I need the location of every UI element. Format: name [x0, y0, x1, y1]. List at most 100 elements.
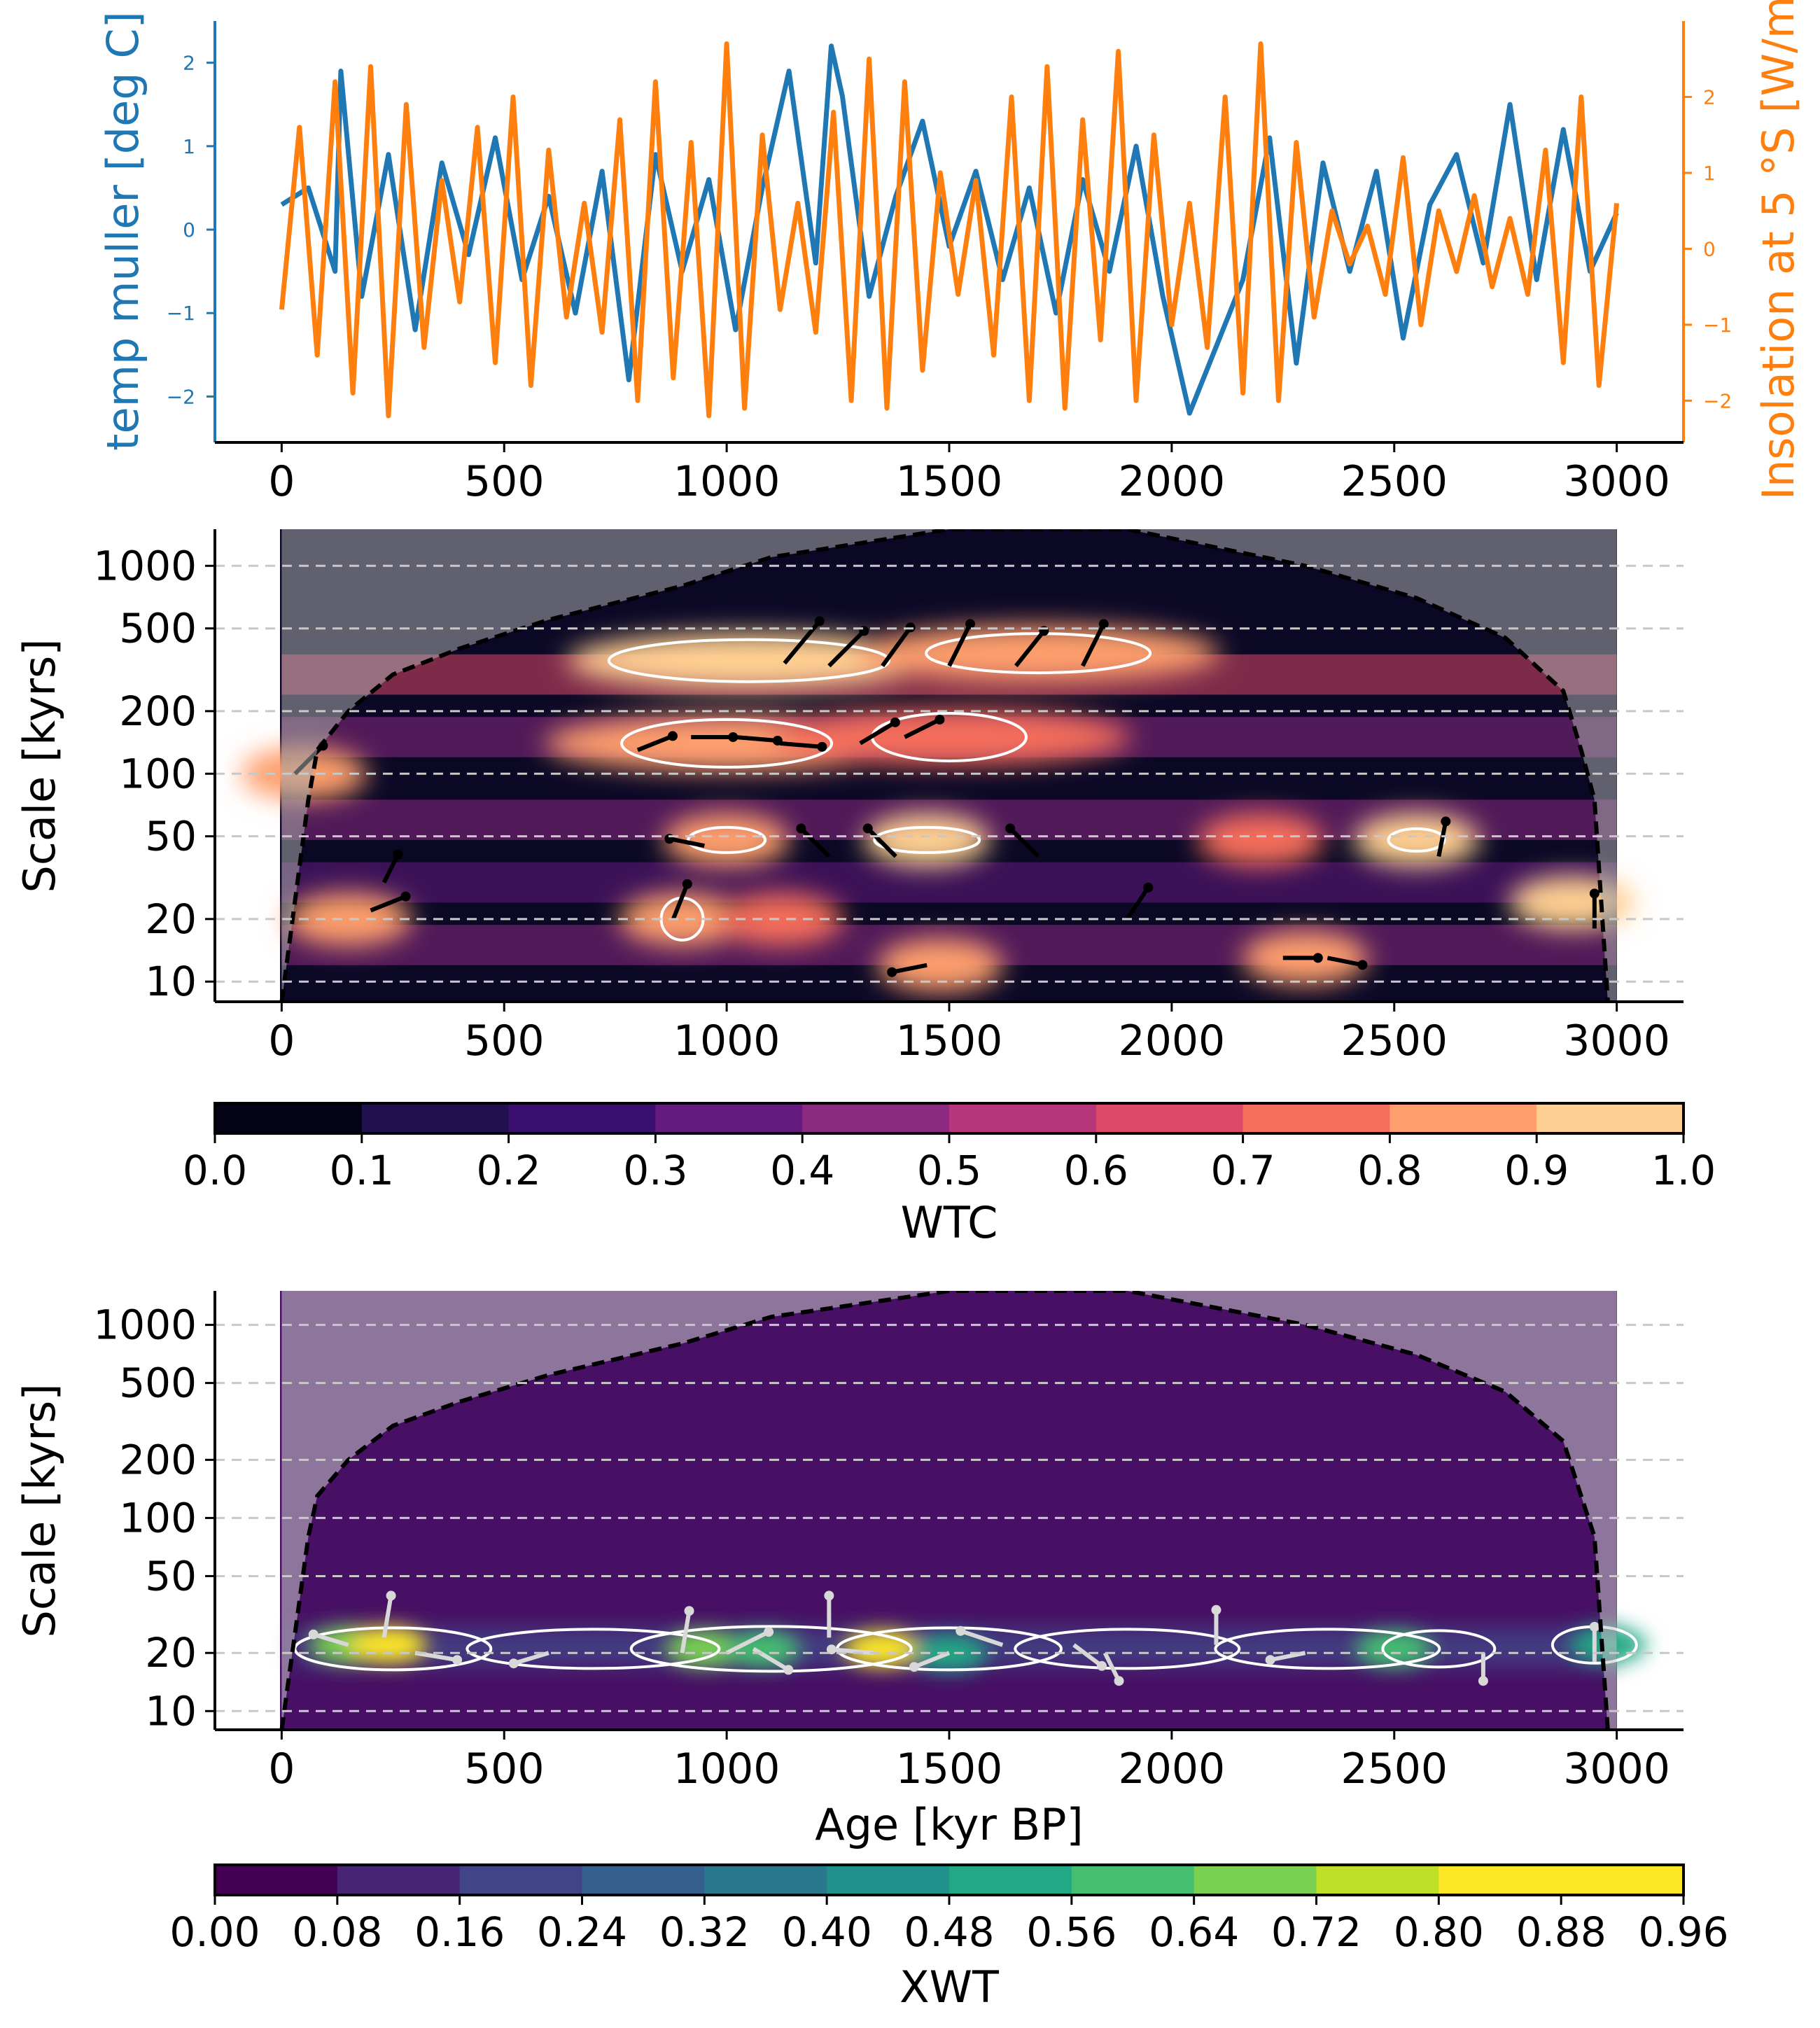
insolation-tick-label: −2: [1703, 389, 1732, 412]
xwt-contour: [629, 1625, 913, 1673]
xwt-y-tick-label: 50: [145, 1552, 197, 1600]
wtc-band: [281, 862, 1617, 903]
wtc-colorbar-label: WTC: [901, 1197, 998, 1248]
wtc-phase-arrow-head: [728, 732, 738, 742]
wtc-phase-arrow: [780, 741, 822, 749]
xwt-cone-of-influence: [279, 1291, 1610, 1730]
xwt-colorbar-tick-label: 0.64: [1149, 1908, 1239, 1956]
xwt-phase-arrow: [414, 1651, 458, 1663]
xwt-colorbar-swatch: [704, 1865, 828, 1895]
xwt-y-tick-label: 100: [119, 1494, 197, 1541]
wtc-phase-arrow: [891, 963, 927, 974]
wtc-hotspot: [877, 938, 1004, 992]
wtc-x-ticks: 0 500 1000 1500 2000 2500 3000: [268, 1002, 1670, 1065]
timeseries-x-tick-label: 3000: [1563, 457, 1670, 506]
xwt-phase-arrow-head: [824, 1590, 834, 1601]
wtc-contour: [687, 825, 767, 854]
xwt-colorbar-swatch: [827, 1865, 950, 1895]
xwt-phase-arrow: [1102, 1651, 1121, 1682]
wtc-phase-arrow-head: [1441, 816, 1451, 827]
wtc-y-tick-label: 100: [119, 750, 197, 797]
xwt-colorbar-tick-label: 0.48: [904, 1908, 994, 1956]
wtc-phase-arrow-head: [965, 619, 975, 629]
xwt-contour: [465, 1628, 721, 1670]
xwt-phase-arrow-head: [452, 1655, 463, 1665]
wtc-phase-arrow-head: [1589, 888, 1600, 899]
wtc-phase-arrow: [827, 629, 866, 668]
xwt-phase-arrow-head: [764, 1627, 774, 1637]
wtc-colorbar-swatch: [655, 1103, 804, 1133]
timeseries-x-tick-label: 1500: [896, 457, 1003, 506]
wtc-y-tick-label: 1000: [93, 542, 197, 589]
wtc-hotspot: [566, 632, 931, 689]
xwt-contour: [1014, 1628, 1241, 1670]
wtc-contour: [925, 632, 1152, 675]
wtc-x-tick-label: 500: [464, 1016, 545, 1065]
wtc-phase-arrow-head: [814, 616, 825, 627]
xwt-phase-arrow: [382, 1595, 393, 1638]
wtc-phase-arrow-head: [1143, 882, 1154, 893]
wtc-colorbar-tick-label: 0.6: [1064, 1147, 1128, 1194]
xwt-y-gridlines: [215, 1324, 1684, 1712]
timeseries-x-tick-label: 2000: [1119, 457, 1226, 506]
wtc-phase-arrow: [370, 894, 407, 913]
xwt-colorbar-swatch: [582, 1865, 706, 1895]
wtc-phase-arrow: [1009, 827, 1040, 858]
wtc-phase-arrow-head: [817, 741, 827, 752]
xwt-colorbar-swatch: [1194, 1865, 1317, 1895]
wtc-x-tick-label: 2000: [1119, 1016, 1226, 1065]
wtc-x-tick-label: 2500: [1340, 1016, 1448, 1065]
wtc-colorbar: 0.0 0.1 0.2 0.3 0.4 0.5 0.6 0.7 0.8 0.9 1.0 WTC: [183, 1102, 1716, 1248]
insolation-tick-label: 1: [1703, 162, 1716, 185]
wtc-phase-arrow: [636, 734, 674, 753]
xwt-hotspot: [723, 1630, 801, 1667]
xwt-x-tick-label: 500: [464, 1744, 545, 1793]
xwt-cone-of-influence-shade: [281, 1291, 1617, 1730]
insolation-tick-label: 0: [1703, 237, 1716, 260]
wtc-phase-arrow: [947, 622, 972, 667]
timeseries-x-tick-label: 1000: [673, 457, 780, 506]
xwt-phase-arrow: [1072, 1643, 1103, 1668]
wtc-y-tick-label: 500: [119, 605, 197, 652]
wtc-colorbar-swatch: [361, 1103, 510, 1133]
wtc-phase-arrow-head: [1357, 960, 1368, 970]
wtc-phase-arrow: [735, 734, 778, 743]
timeseries-x-ticks: 0 500 1000 1500 2000 2500 3000: [268, 442, 1670, 506]
xwt-phase-arrow-head: [783, 1665, 794, 1675]
wtc-colorbar-swatch: [802, 1103, 950, 1133]
xwt-phase-arrow-head: [1097, 1660, 1107, 1671]
wtc-colorbar-tick-label: 1.0: [1651, 1147, 1716, 1194]
wtc-phase-arrow-head: [1005, 823, 1016, 834]
wtc-colorbar-swatches: [215, 1103, 1684, 1133]
wtc-phase-arrow: [1081, 622, 1106, 667]
xwt-colorbar-swatch: [1316, 1865, 1440, 1895]
wtc-phase-arrow-head: [667, 731, 678, 741]
wtc-colorbar-swatch: [1536, 1103, 1684, 1133]
xwt-x-tick-label: 3000: [1563, 1744, 1670, 1793]
wtc-colorbar-ticks: 0.0 0.1 0.2 0.3 0.4 0.5 0.6 0.7 0.8 0.9 1.0: [183, 1133, 1716, 1194]
xwt-phase-arrow-head: [684, 1606, 694, 1616]
wtc-colorbar-swatch: [508, 1103, 657, 1133]
temp-series-line: [280, 43, 1619, 416]
xwt-colorbar-swatch: [949, 1865, 1072, 1895]
timeseries-x-tick-label: 2500: [1340, 457, 1448, 506]
xwt-colorbar-tick-label: 0.08: [292, 1908, 382, 1956]
wtc-hotspot: [1353, 813, 1480, 867]
xwt-colorbar-tick-label: 0.56: [1026, 1908, 1116, 1956]
xwt-phase-arrows: [308, 1590, 1600, 1686]
xwt-x-tick-label: 1500: [896, 1744, 1003, 1793]
wtc-colorbar-tick-label: 0.2: [476, 1147, 540, 1194]
wtc-colorbar-tick-label: 0.0: [183, 1147, 247, 1194]
xwt-phase-arrow: [312, 1632, 349, 1647]
xwt-colorbar-swatch: [459, 1865, 583, 1895]
xwt-phase-arrow-head: [909, 1662, 919, 1672]
wtc-y-gridlines: [215, 564, 1684, 983]
xwt-phase-arrow-head: [508, 1658, 519, 1669]
xwt-colorbar-swatch: [1561, 1865, 1684, 1895]
xwt-contour: [1214, 1628, 1441, 1670]
wtc-phase-arrow-head: [862, 823, 873, 834]
wtc-phase-arrow-head: [1312, 953, 1323, 963]
insolation-axis-label: Insolation at 5 °S [W/m²]: [1753, 0, 1804, 500]
temp-tick-label: 1: [183, 135, 195, 158]
temp-tick-label: −2: [167, 385, 195, 408]
